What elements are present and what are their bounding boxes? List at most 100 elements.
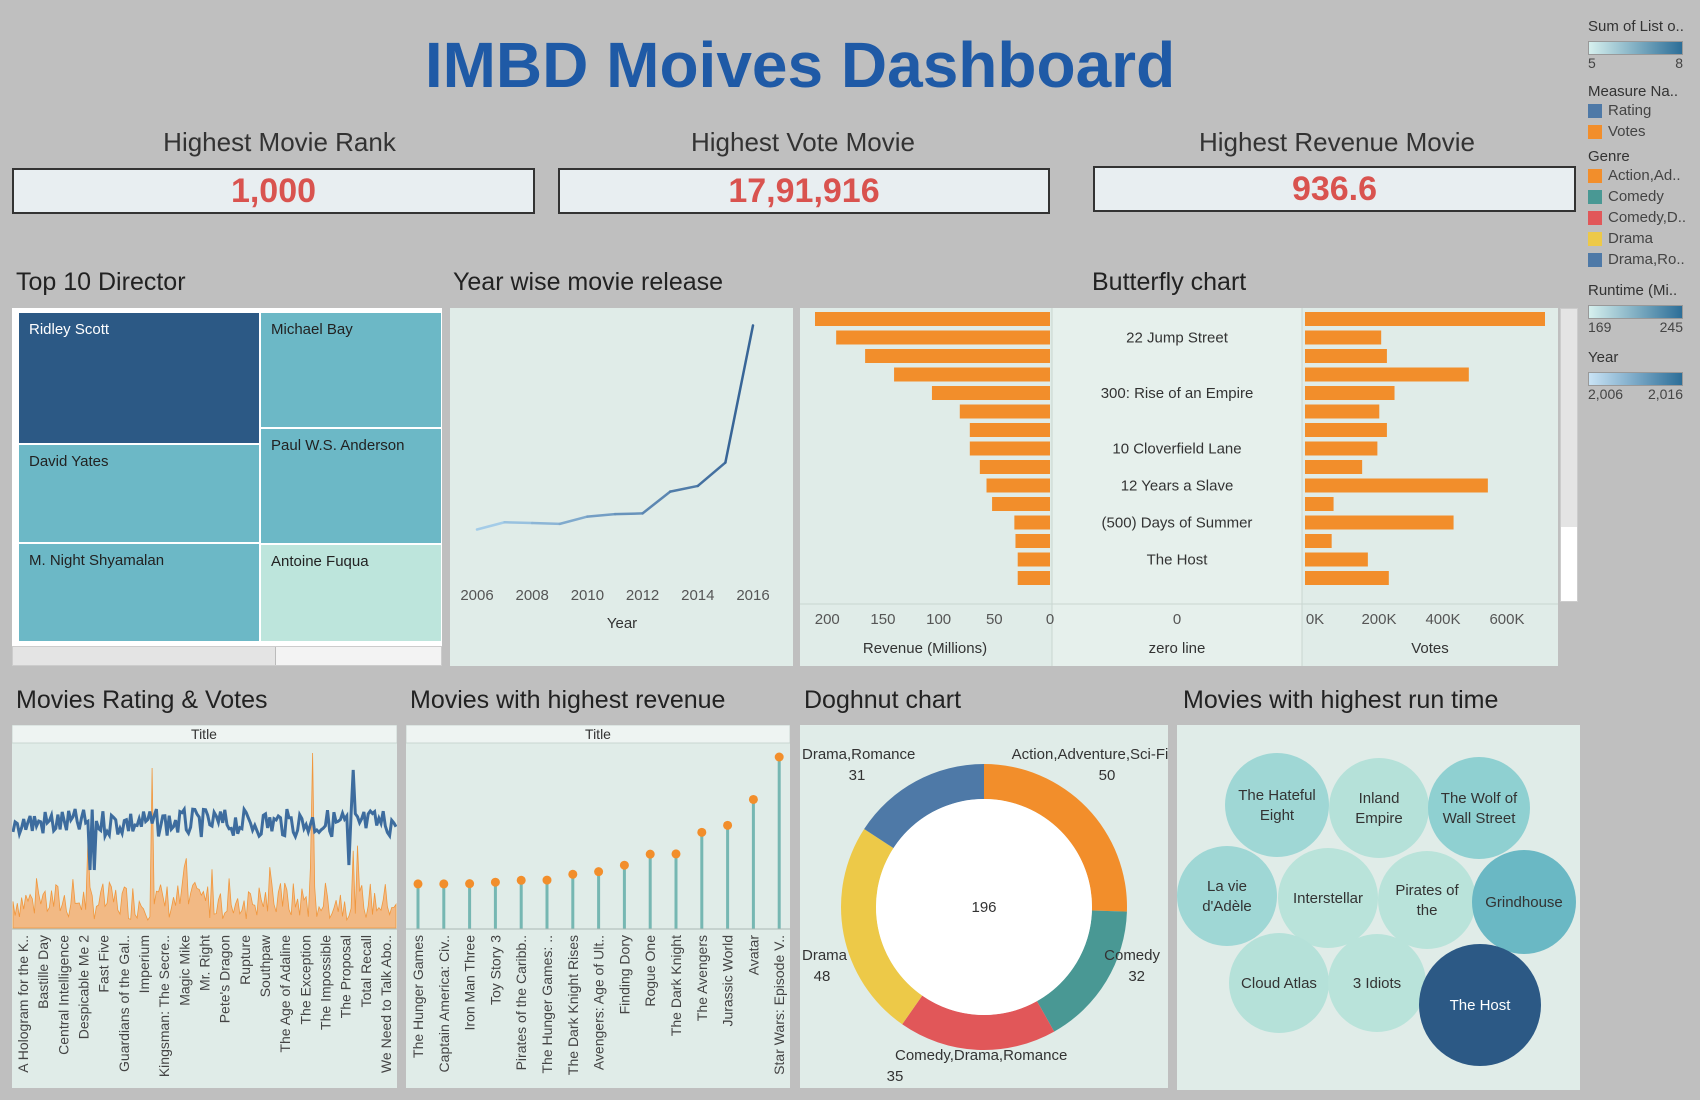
legend-item-genre-comedy[interactable]: Comedy <box>1588 186 1698 207</box>
revenue-point <box>490 877 500 887</box>
treemap-label: M. Night Shyamalan <box>29 552 165 569</box>
x-tick-label: 2006 <box>460 587 493 604</box>
revenue-bar <box>992 497 1050 511</box>
section-title-butterfly: Butterfly chart <box>1092 268 1247 296</box>
right-tick: 600K <box>1489 611 1524 628</box>
revenue-bar <box>1015 534 1050 548</box>
title-tick-label: Finding Dory <box>616 935 632 1014</box>
legend-item-genre-drama-romance[interactable]: Drama,Ro.. <box>1588 249 1698 270</box>
runtime-bubble <box>1419 944 1541 1066</box>
right-tick: 400K <box>1425 611 1460 628</box>
movie-label: 10 Cloverfield Lane <box>1112 441 1241 458</box>
revenue-bar <box>815 312 1050 326</box>
treemap-label: Michael Bay <box>271 321 353 338</box>
legend-item-genre-comedy-drama[interactable]: Comedy,D.. <box>1588 207 1698 228</box>
runtime-bubble <box>1177 846 1277 946</box>
dashboard-title: IMBD Moives Dashboard <box>424 29 1176 101</box>
legend-item-genre-action[interactable]: Action,Ad.. <box>1588 165 1698 186</box>
legend-item-votes[interactable]: Votes <box>1588 121 1698 142</box>
treemap-cell-ridley-scott[interactable]: Ridley Scott <box>18 312 260 444</box>
swatch-action <box>1588 168 1602 183</box>
slice-label: Action,Adventure,Sci-Fi <box>1012 746 1168 763</box>
revenue-point <box>413 879 423 889</box>
title-tick-label: Rupture <box>237 935 253 985</box>
line-segment <box>668 484 700 493</box>
swatch-votes <box>1588 124 1602 139</box>
right-tick: 200K <box>1361 611 1396 628</box>
revenue-bar <box>865 349 1050 363</box>
legend-label: Drama,Ro.. <box>1608 251 1685 268</box>
slice-value: 31 <box>849 767 866 784</box>
treemap-cell-michael-bay[interactable]: Michael Bay <box>260 312 442 428</box>
legend-year-gradient <box>1588 372 1683 386</box>
runtime-bubble <box>1472 850 1576 954</box>
revenue-point <box>542 875 552 885</box>
x-tick-label: 2010 <box>571 587 604 604</box>
movie-label: 12 Years a Slave <box>1121 478 1234 495</box>
revenue-point <box>516 875 526 885</box>
section-title-doughnut: Doghnut chart <box>804 686 962 714</box>
title-tick-label: Captain America: Civ.. <box>436 935 452 1072</box>
title-tick-label: The Proposal <box>338 935 354 1018</box>
legend-year-title: Year <box>1588 349 1619 366</box>
butterfly-scrollbar[interactable] <box>1560 308 1578 602</box>
swatch-comedy <box>1588 189 1602 204</box>
header-title: Title <box>585 726 611 742</box>
bubble-label: The Wolf of Wall Street <box>1441 790 1518 827</box>
revenue-point <box>748 794 758 804</box>
rating-series <box>11 769 398 871</box>
revenue-bar <box>894 367 1050 382</box>
section-title-yearwise: Year wise movie release <box>453 268 724 296</box>
treemap-scrollbar[interactable] <box>12 646 442 666</box>
slice-value: 48 <box>814 968 831 985</box>
treemap-label: Antoine Fuqua <box>271 553 369 570</box>
title-tick-label: Pete's Dragon <box>217 935 233 1023</box>
votes-bar <box>1305 460 1363 474</box>
treemap-cell-david-yates[interactable]: David Yates <box>18 444 260 543</box>
bubble-label: La vie d'Adèle <box>1202 878 1252 915</box>
treemap-panel: Ridley Scott Michael Bay David Yates Pau… <box>12 308 442 666</box>
x-tick-label: 2014 <box>681 587 714 604</box>
legend-item-genre-drama[interactable]: Drama <box>1588 228 1698 249</box>
rating-votes-panel: Title A Hologram for the K.. Bastille Day C… <box>11 724 398 1088</box>
butterfly-scrollbar-thumb[interactable] <box>1561 309 1577 527</box>
legend-sum-min: 5 <box>1588 55 1596 71</box>
legend-runtime-min: 169 <box>1588 319 1612 335</box>
title-tick-label: A Hologram for the K.. <box>15 935 31 1073</box>
line-segment <box>558 515 589 526</box>
title-tick-label: Guardians of the Gal.. <box>116 935 132 1072</box>
title-tick-label: The Hunger Games <box>410 935 426 1058</box>
doughnut-panel: 196 Action,Adventure,Sci-Fi 50 Comedy 32 Come… <box>800 725 1168 1088</box>
treemap-cell-antoine-fuqua[interactable]: Antoine Fuqua <box>260 544 442 642</box>
slice-value: 32 <box>1128 968 1145 985</box>
center-band <box>1052 308 1302 666</box>
slice-value: 35 <box>887 1068 904 1085</box>
runtime-bubble <box>1378 851 1476 949</box>
treemap-cell-night-shyamalan[interactable]: M. Night Shyamalan <box>18 543 260 642</box>
title-tick-label: Kingsman: The Secre.. <box>156 935 172 1077</box>
revenue-point <box>439 879 449 889</box>
bubble-label: Inland Empire <box>1355 790 1403 827</box>
swatch-comedy-drama <box>1588 210 1602 225</box>
x-axis-label: Year <box>607 615 637 632</box>
bubble-label: The Host <box>1450 997 1512 1014</box>
revenue-point <box>594 867 604 877</box>
treemap-scrollbar-thumb[interactable] <box>13 647 276 665</box>
treemap-label: Paul W.S. Anderson <box>271 437 405 454</box>
center-tick: 0 <box>1173 611 1181 628</box>
center-axis-label: zero line <box>1149 640 1206 657</box>
revenue-point <box>465 879 475 889</box>
votes-bar <box>1305 330 1382 345</box>
revenue-bar <box>979 460 1050 474</box>
treemap-cell-paul-anderson[interactable]: Paul W.S. Anderson <box>260 428 442 544</box>
revenue-bar <box>1017 571 1050 585</box>
title-tick-label: Bastille Day <box>35 935 51 1009</box>
title-tick-label: Iron Man Three <box>462 935 478 1031</box>
left-tick: 200 <box>815 611 840 628</box>
runtime-bubble <box>1329 758 1429 858</box>
legend-label: Votes <box>1608 123 1646 140</box>
legend-item-rating[interactable]: Rating <box>1588 100 1698 121</box>
kpi-revenue-label: Highest Revenue Movie <box>1198 127 1476 157</box>
legend-measure-title: Measure Na.. <box>1588 83 1679 100</box>
legend-runtime-title: Runtime (Mi.. <box>1588 282 1678 299</box>
